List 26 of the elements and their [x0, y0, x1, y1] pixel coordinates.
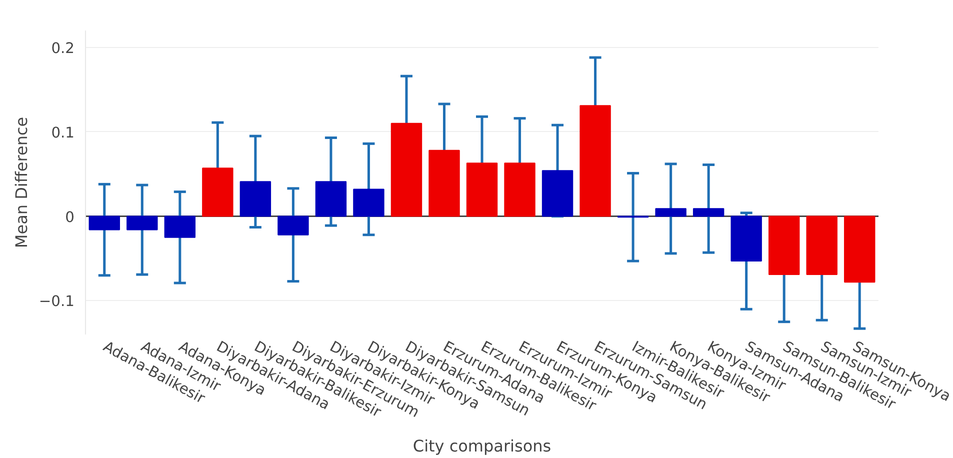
bar — [542, 170, 574, 217]
bar — [202, 168, 234, 217]
y-tick-label: 0.1 — [51, 124, 75, 142]
bar — [466, 162, 498, 217]
bar — [315, 181, 347, 217]
bar — [844, 216, 876, 283]
bar — [240, 181, 272, 217]
bar — [580, 105, 611, 217]
y-tick-label: −0.1 — [38, 293, 75, 310]
bar — [390, 122, 422, 217]
bar — [353, 188, 384, 217]
bar — [692, 208, 724, 217]
bar — [428, 150, 460, 217]
bar — [655, 208, 686, 217]
bar — [504, 162, 536, 217]
y-axis-title: Mean Difference — [12, 116, 31, 248]
bar — [126, 216, 158, 230]
bar — [730, 216, 762, 262]
bar — [806, 216, 838, 276]
x-axis-title: City comparisons — [412, 436, 552, 456]
bar — [278, 216, 309, 236]
y-tick-label: 0 — [65, 208, 75, 226]
bar — [88, 216, 120, 230]
y-tick-label: 0.2 — [51, 40, 75, 57]
bar — [768, 216, 800, 276]
bar — [164, 216, 196, 238]
